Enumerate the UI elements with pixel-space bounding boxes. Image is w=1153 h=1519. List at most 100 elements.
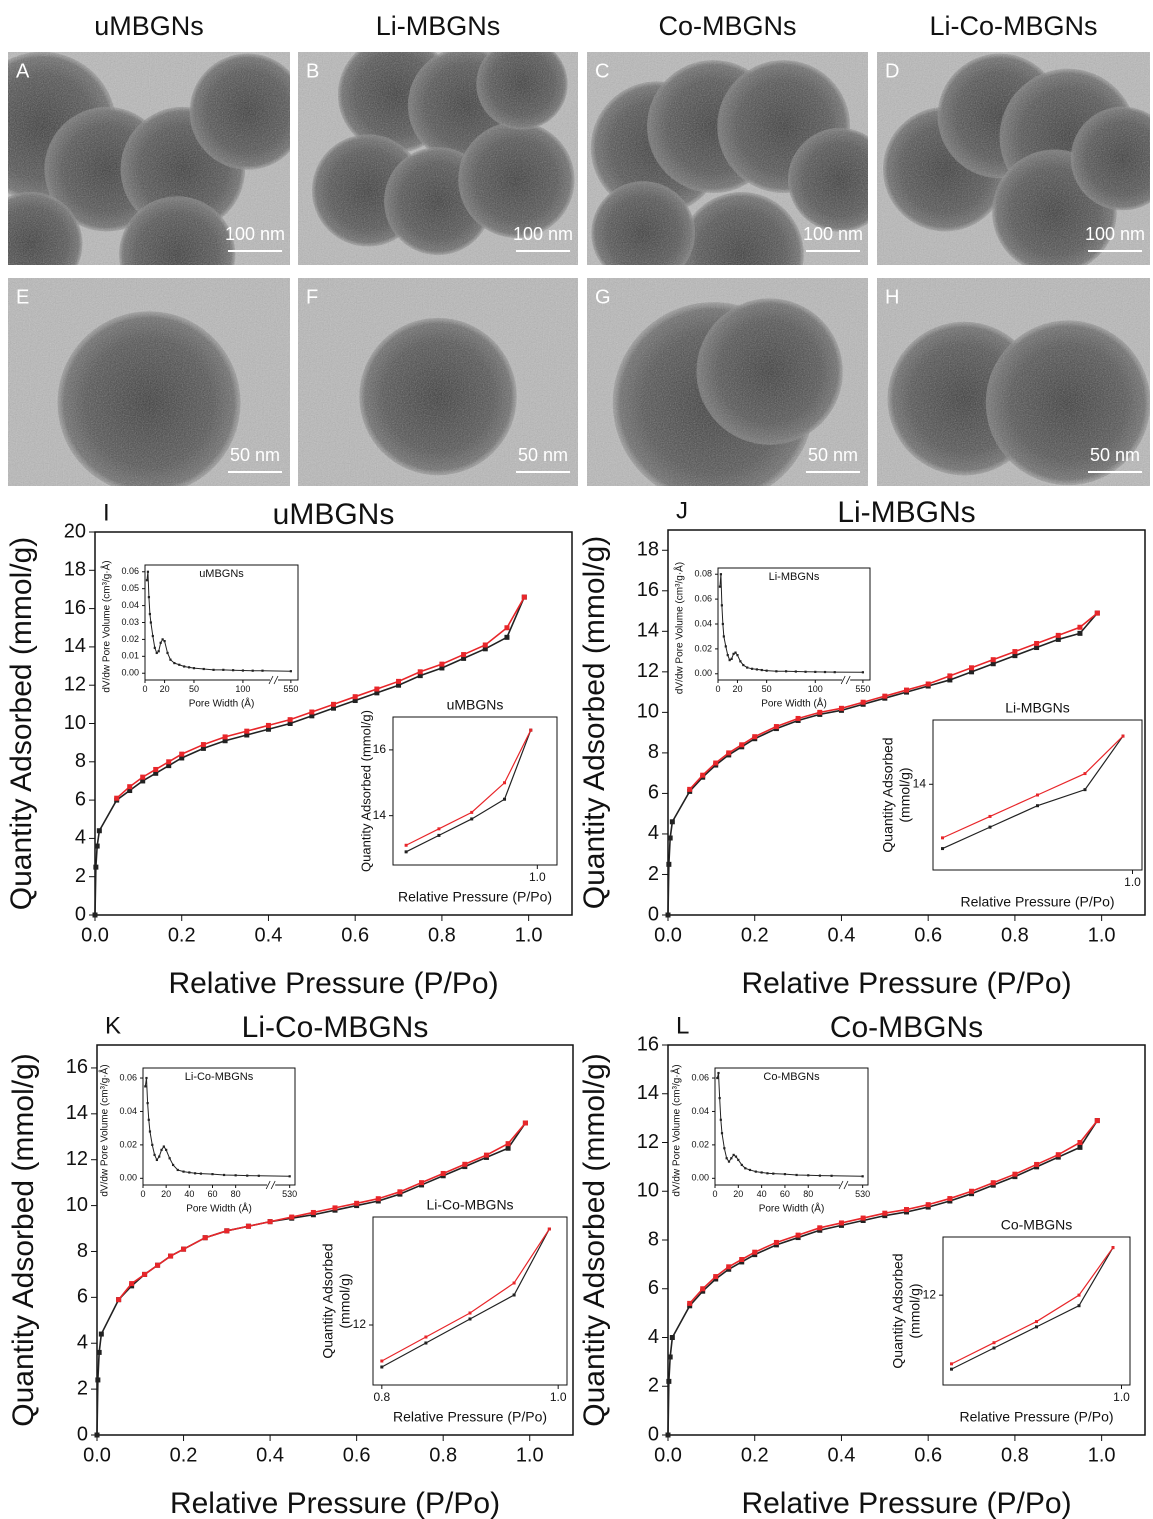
grain — [587, 52, 868, 265]
data-point — [404, 843, 408, 847]
x-axis-label: Relative Pressure (P/Po) — [960, 894, 1114, 910]
data-point — [244, 732, 250, 738]
micrograph — [8, 52, 290, 265]
data-point — [1083, 772, 1087, 776]
micrograph — [877, 52, 1150, 265]
data-point — [503, 781, 507, 785]
grain — [298, 52, 578, 265]
data-point — [1034, 1161, 1040, 1167]
data-point — [200, 742, 206, 748]
data-point — [505, 1141, 511, 1147]
x-axis-label: Pore Width (Å) — [189, 697, 255, 710]
scale-bar-label: 50 nm — [518, 445, 568, 465]
x-tick-label: 0.8 — [373, 1390, 390, 1404]
data-point — [687, 1300, 693, 1306]
data-point — [941, 847, 944, 851]
data-point — [251, 669, 254, 672]
data-point — [287, 717, 293, 723]
data-point — [234, 1174, 237, 1177]
data-point — [222, 668, 225, 671]
x-tick-label: 0.6 — [914, 924, 942, 946]
y-tick-label: 4 — [77, 1332, 88, 1354]
y-tick-label: 0 — [75, 903, 86, 925]
data-point — [665, 912, 671, 918]
y-tick-label: 10 — [637, 1180, 659, 1202]
data-point — [470, 817, 474, 821]
x-tick-label: 550 — [283, 684, 298, 694]
x-tick-label: 20 — [161, 1189, 171, 1199]
data-point — [669, 1335, 675, 1340]
data-point — [397, 1189, 403, 1195]
panel-label: F — [306, 286, 318, 308]
y-tick-label: 0.00 — [691, 1173, 709, 1183]
x-axis-label: Relative Pressure (P/Po) — [393, 1409, 547, 1425]
data-point — [860, 1215, 866, 1221]
data-point — [331, 705, 336, 711]
data-point — [1036, 793, 1039, 797]
x-tick-label: 0.8 — [1001, 924, 1029, 946]
data-point — [795, 1232, 801, 1238]
data-point — [144, 1085, 147, 1088]
y-axis-label: Quantity Adsorbed — [880, 737, 896, 852]
x-tick-label: 100 — [235, 684, 250, 694]
y-tick-label: 6 — [648, 782, 659, 804]
y-tick-label: 0.00 — [121, 668, 139, 678]
data-point — [1077, 1304, 1081, 1308]
data-point — [146, 1102, 149, 1105]
data-point — [947, 1196, 953, 1202]
data-point — [724, 645, 727, 648]
data-point — [666, 1378, 672, 1384]
y-tick-label: 16 — [373, 742, 387, 756]
data-point — [773, 1239, 779, 1245]
data-point — [95, 1377, 101, 1383]
data-point — [419, 1180, 425, 1186]
y-tick-label: 0 — [648, 903, 659, 925]
x-tick-label: 80 — [231, 1189, 241, 1199]
data-point — [96, 828, 102, 834]
data-point — [719, 573, 723, 576]
data-point — [988, 825, 992, 829]
data-point — [440, 1170, 446, 1176]
data-point — [950, 1362, 953, 1366]
data-point — [176, 1168, 179, 1172]
data-point — [148, 612, 151, 616]
data-point — [529, 728, 533, 732]
data-point — [1077, 1293, 1081, 1297]
y-tick-label: 10 — [637, 701, 659, 723]
y-tick-label: 8 — [648, 741, 659, 763]
data-point — [728, 658, 731, 662]
data-point — [666, 861, 672, 867]
data-point — [129, 1281, 135, 1287]
data-point — [352, 694, 358, 700]
data-point — [424, 1335, 428, 1339]
x-axis-label: Relative Pressure (P/Po) — [168, 967, 498, 1000]
data-point — [1035, 1325, 1038, 1329]
data-point — [521, 594, 527, 600]
data-point — [752, 1249, 758, 1255]
data-point — [142, 1271, 148, 1277]
data-point — [178, 663, 181, 666]
x-tick-label: 0.6 — [914, 1444, 942, 1466]
y-axis-label: dV/dw Pore Volume (cm³/g·Å) — [100, 560, 113, 692]
x-tick-label: 20 — [160, 684, 170, 694]
x-tick-label: 0.0 — [654, 924, 682, 946]
y-tick-label: 16 — [64, 597, 86, 619]
data-point — [261, 669, 264, 672]
data-point — [181, 1246, 187, 1252]
data-point — [732, 652, 735, 655]
data-point — [719, 1118, 722, 1121]
data-point — [222, 1173, 226, 1177]
data-point — [1034, 640, 1040, 646]
data-point — [161, 638, 164, 641]
y-tick-label: 8 — [648, 1228, 659, 1250]
x-tick-label: 1.0 — [1113, 1390, 1130, 1404]
micrograph — [8, 278, 290, 486]
data-point — [1035, 1320, 1038, 1324]
data-point — [194, 1172, 197, 1175]
y-tick-label: 14 — [373, 808, 387, 822]
panel-label: C — [595, 60, 609, 82]
data-point — [740, 1163, 743, 1167]
data-point — [547, 1227, 551, 1231]
column-title: uMBGNs — [94, 11, 204, 41]
data-point — [700, 1286, 706, 1292]
